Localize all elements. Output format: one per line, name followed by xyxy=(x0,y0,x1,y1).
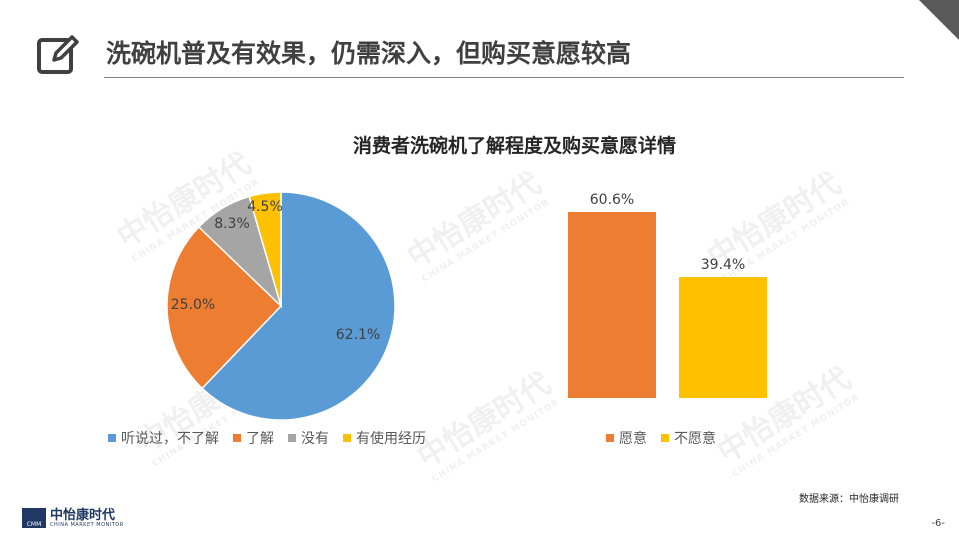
legend-label: 不愿意 xyxy=(674,431,716,447)
bar-data-label: 39.4% xyxy=(701,257,745,273)
company-logo: CMM 中怡康时代 CHINA MARKET MONITOR xyxy=(22,508,124,528)
legend-swatch xyxy=(233,434,241,442)
bar-data-label: 60.6% xyxy=(590,192,634,208)
title-divider xyxy=(104,77,904,78)
pie-data-label: 4.5% xyxy=(247,199,283,215)
page-number: -6- xyxy=(931,518,945,529)
bar-legend-item: 不愿意 xyxy=(661,428,716,448)
legend-label: 有使用经历 xyxy=(356,431,426,447)
corner-decoration xyxy=(919,0,959,40)
edit-icon xyxy=(37,35,79,74)
pie-legend-item: 有使用经历 xyxy=(343,428,426,448)
bar xyxy=(679,277,767,398)
pie-data-label: 25.0% xyxy=(171,297,215,313)
bar-legend-item: 愿意 xyxy=(606,428,647,448)
bar-legend: 愿意 不愿意 xyxy=(606,428,716,448)
pie-legend: 听说过，不了解 了解 没有 有使用经历 xyxy=(108,428,426,448)
data-source: 数据来源：中怡康调研 xyxy=(799,494,899,505)
pie-slice xyxy=(201,191,396,421)
legend-label: 愿意 xyxy=(619,431,647,447)
legend-swatch xyxy=(288,434,296,442)
pie-legend-item: 听说过，不了解 xyxy=(108,428,219,448)
pie-data-label: 8.3% xyxy=(214,216,250,232)
slide-title: 洗碗机普及有效果，仍需深入，但购买意愿较高 xyxy=(106,39,632,68)
pie-legend-item: 了解 xyxy=(233,428,274,448)
legend-swatch xyxy=(108,434,116,442)
logo-subtitle: CHINA MARKET MONITOR xyxy=(50,521,124,528)
legend-swatch xyxy=(661,434,669,442)
pie-slice xyxy=(248,191,282,307)
pie-slice xyxy=(166,225,283,390)
legend-swatch xyxy=(343,434,351,442)
pie-data-label: 62.1% xyxy=(336,327,380,343)
legend-swatch xyxy=(606,434,614,442)
bar xyxy=(568,212,656,398)
chart-title: 消费者洗碗机了解程度及购买意愿详情 xyxy=(352,135,676,157)
logo-icon: CMM xyxy=(22,508,46,528)
pie-legend-item: 没有 xyxy=(288,428,329,448)
logo-text: 中怡康时代 xyxy=(50,507,116,523)
legend-label: 听说过，不了解 xyxy=(121,431,219,447)
legend-label: 了解 xyxy=(246,431,274,447)
legend-label: 没有 xyxy=(301,431,329,447)
